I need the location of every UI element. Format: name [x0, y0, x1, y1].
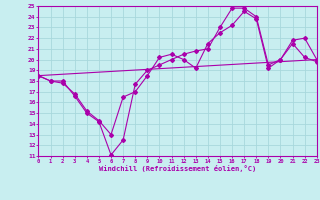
- X-axis label: Windchill (Refroidissement éolien,°C): Windchill (Refroidissement éolien,°C): [99, 165, 256, 172]
